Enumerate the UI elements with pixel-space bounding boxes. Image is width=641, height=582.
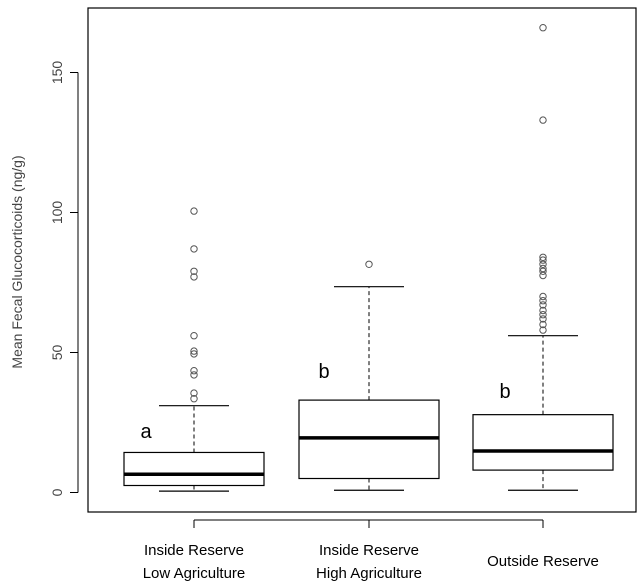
outlier-1-6 xyxy=(190,347,198,355)
outlier-3-11 xyxy=(539,264,547,273)
plot-area: 0 50 100 150 Inside Reserve Low Agriculture In… xyxy=(49,7,637,582)
outlier-1-1 xyxy=(190,395,198,403)
significance-letter-1: a xyxy=(140,421,152,443)
outlier-1-11 xyxy=(190,207,198,215)
outlier-3-10 xyxy=(539,267,547,275)
significance-letter-3: b xyxy=(499,381,510,403)
box-3 xyxy=(472,414,614,471)
outlier-3-6 xyxy=(539,301,547,309)
x-tick-label-3-line1: Outside Reserve xyxy=(487,553,599,570)
outlier-3-13 xyxy=(539,256,547,264)
box-1 xyxy=(123,451,265,487)
outlier-3-4 xyxy=(539,311,547,319)
outlier-1-7 xyxy=(190,332,198,340)
outlier-1-3 xyxy=(190,371,198,379)
outlier-3-8 xyxy=(539,292,547,301)
outlier-1-9 xyxy=(190,267,198,275)
outlier-3-14 xyxy=(539,253,547,261)
outlier-3-12 xyxy=(539,260,547,268)
y-tick-label-0: 0 xyxy=(49,488,65,496)
outlier-3-16 xyxy=(539,24,547,32)
outlier-1-10 xyxy=(190,245,198,253)
x-tick-label-1-line2: Low Agriculture xyxy=(143,565,246,582)
outlier-1-4 xyxy=(190,367,198,375)
outlier-3-7 xyxy=(539,297,547,305)
outlier-3-1 xyxy=(539,326,547,334)
outlier-1-2 xyxy=(190,389,198,397)
outlier-3-3 xyxy=(539,315,547,323)
x-tick-label-2-line1: Inside Reserve xyxy=(319,542,419,559)
y-tick-label-50: 50 xyxy=(49,345,65,361)
outlier-2-1 xyxy=(365,260,373,268)
y-axis-label: Mean Fecal Glucocorticoids (ng/g) xyxy=(9,155,25,368)
y-tick-label-150: 150 xyxy=(49,61,65,85)
x-tick-label-1-line1: Inside Reserve xyxy=(144,542,244,559)
y-tick-label-100: 100 xyxy=(49,201,65,225)
outlier-3-15 xyxy=(539,116,547,124)
plot-frame xyxy=(87,7,637,513)
outlier-3-5 xyxy=(539,306,547,315)
x-tick-label-2-line2: High Agriculture xyxy=(316,565,422,582)
outlier-1-8 xyxy=(190,273,198,281)
outlier-3-2 xyxy=(539,320,547,329)
outlier-3-9 xyxy=(539,271,547,280)
significance-letter-2: b xyxy=(318,361,329,383)
outlier-1-5 xyxy=(190,350,198,358)
